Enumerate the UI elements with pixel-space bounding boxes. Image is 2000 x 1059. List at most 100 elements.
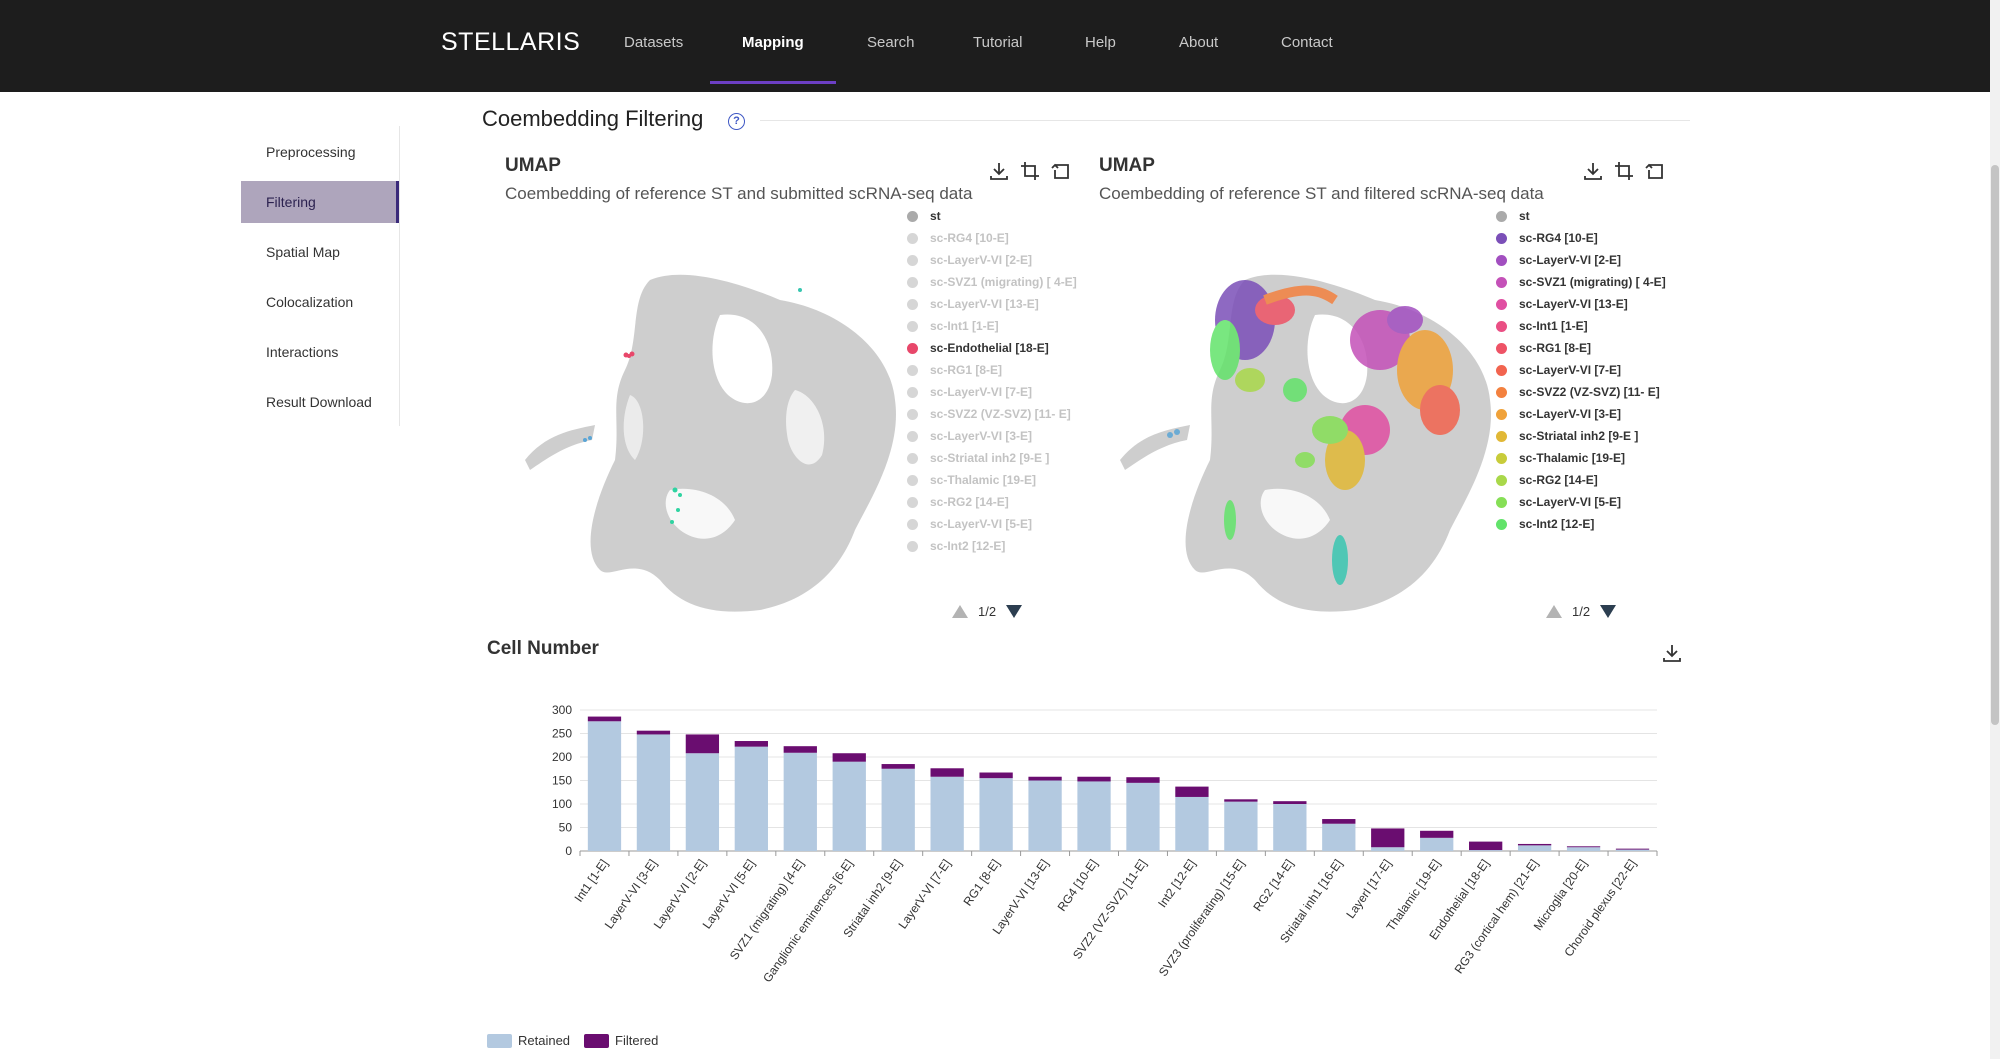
- brand-logo[interactable]: STELLARIS: [441, 28, 581, 56]
- legend-item[interactable]: sc-Striatal inh2 [9-E ]: [907, 452, 1087, 464]
- bar-retained[interactable]: [1028, 780, 1062, 852]
- nav-tutorial[interactable]: Tutorial: [973, 34, 1023, 51]
- bar-retained[interactable]: [636, 734, 671, 851]
- legend-item[interactable]: sc-LayerV-VI [3-E]: [1496, 408, 1676, 420]
- bar-filtered[interactable]: [1077, 776, 1111, 782]
- sidebar-item-interactions[interactable]: Interactions: [266, 344, 339, 360]
- sidebar-item-spatial-map[interactable]: Spatial Map: [266, 244, 340, 260]
- legend-item[interactable]: sc-SVZ2 (VZ-SVZ) [11- E]: [1496, 386, 1676, 398]
- legend-item[interactable]: sc-LayerV-VI [7-E]: [1496, 364, 1676, 376]
- zoom-select-icon[interactable]: [1020, 161, 1040, 181]
- sidebar-item-filtering[interactable]: Filtering: [241, 181, 399, 223]
- legend-swatch-filtered[interactable]: [584, 1033, 610, 1048]
- sidebar-item-result-download[interactable]: Result Download: [266, 394, 372, 410]
- bar-filtered[interactable]: [1273, 801, 1307, 804]
- sidebar-item-preprocessing[interactable]: Preprocessing: [266, 144, 356, 160]
- legend-item[interactable]: st: [1496, 210, 1676, 222]
- legend-item[interactable]: sc-SVZ1 (migrating) [ 4-E]: [907, 276, 1087, 288]
- bar-retained[interactable]: [1566, 847, 1601, 851]
- page-down-icon[interactable]: [1006, 605, 1023, 618]
- page-up-icon[interactable]: [1546, 605, 1562, 618]
- bar-retained[interactable]: [979, 778, 1013, 851]
- download-icon[interactable]: [1583, 161, 1603, 181]
- bar-retained[interactable]: [1615, 849, 1650, 851]
- download-icon[interactable]: [989, 161, 1009, 181]
- legend-item[interactable]: st: [907, 210, 1087, 222]
- legend-item[interactable]: sc-SVZ1 (migrating) [ 4-E]: [1496, 276, 1676, 288]
- bar-filtered[interactable]: [587, 716, 622, 722]
- bar-filtered[interactable]: [1126, 777, 1160, 783]
- scrollbar-thumb[interactable]: [1991, 165, 1999, 725]
- legend-swatch-retained[interactable]: [487, 1033, 512, 1048]
- umap-right-scatter[interactable]: [1105, 260, 1505, 620]
- bar-retained[interactable]: [734, 746, 768, 851]
- bar-filtered[interactable]: [734, 741, 768, 747]
- download-icon[interactable]: [1662, 643, 1682, 663]
- legend-item[interactable]: sc-RG1 [8-E]: [907, 364, 1087, 376]
- legend-item[interactable]: sc-LayerV-VI [3-E]: [907, 430, 1087, 442]
- legend-item[interactable]: sc-RG2 [14-E]: [1496, 474, 1676, 486]
- umap-left-scatter[interactable]: [510, 260, 910, 620]
- bar-filtered[interactable]: [1371, 828, 1405, 848]
- bar-filtered[interactable]: [636, 730, 671, 735]
- bar-filtered[interactable]: [1566, 846, 1601, 848]
- sidebar-item-colocalization[interactable]: Colocalization: [266, 294, 354, 310]
- nav-contact[interactable]: Contact: [1281, 34, 1333, 51]
- bar-retained[interactable]: [1322, 823, 1356, 851]
- legend-item[interactable]: sc-Int2 [12-E]: [1496, 518, 1676, 530]
- legend-item[interactable]: sc-Thalamic [19-E]: [907, 474, 1087, 486]
- bar-filtered[interactable]: [783, 746, 817, 753]
- help-icon[interactable]: ?: [728, 113, 745, 130]
- bar-retained[interactable]: [1126, 782, 1160, 851]
- bar-retained[interactable]: [832, 761, 866, 851]
- bar-filtered[interactable]: [832, 753, 866, 762]
- legend-item[interactable]: sc-LayerV-VI [13-E]: [907, 298, 1087, 310]
- nav-about[interactable]: About: [1179, 34, 1219, 51]
- bar-retained[interactable]: [1469, 850, 1503, 851]
- legend-item[interactable]: sc-Int2 [12-E]: [907, 540, 1087, 552]
- bar-retained[interactable]: [685, 753, 720, 851]
- page-down-icon[interactable]: [1600, 605, 1617, 618]
- bar-filtered[interactable]: [881, 764, 915, 769]
- bar-retained[interactable]: [1371, 847, 1405, 851]
- legend-item[interactable]: sc-RG4 [10-E]: [907, 232, 1087, 244]
- legend-item[interactable]: sc-LayerV-VI [5-E]: [1496, 496, 1676, 508]
- bar-filtered[interactable]: [1615, 848, 1650, 850]
- legend-item[interactable]: sc-Int1 [1-E]: [907, 320, 1087, 332]
- legend-item[interactable]: sc-RG1 [8-E]: [1496, 342, 1676, 354]
- bar-filtered[interactable]: [1175, 786, 1209, 797]
- legend-item[interactable]: sc-LayerV-VI [13-E]: [1496, 298, 1676, 310]
- legend-item[interactable]: sc-RG4 [10-E]: [1496, 232, 1676, 244]
- bar-filtered[interactable]: [979, 772, 1013, 779]
- bar-retained[interactable]: [1175, 796, 1209, 851]
- legend-item[interactable]: sc-SVZ2 (VZ-SVZ) [11- E]: [907, 408, 1087, 420]
- bar-retained[interactable]: [1224, 801, 1258, 851]
- page-scrollbar[interactable]: [1990, 0, 2000, 1059]
- zoom-select-icon[interactable]: [1614, 161, 1634, 181]
- bar-filtered[interactable]: [1028, 776, 1062, 781]
- bar-retained[interactable]: [587, 721, 622, 851]
- legend-item[interactable]: sc-Thalamic [19-E]: [1496, 452, 1676, 464]
- bar-retained[interactable]: [1420, 837, 1454, 851]
- bar-filtered[interactable]: [1469, 841, 1503, 851]
- bar-filtered[interactable]: [1322, 819, 1356, 824]
- bar-retained[interactable]: [783, 752, 817, 851]
- bar-retained[interactable]: [1273, 804, 1307, 851]
- legend-item[interactable]: sc-RG2 [14-E]: [907, 496, 1087, 508]
- nav-search[interactable]: Search: [867, 34, 915, 51]
- legend-item[interactable]: sc-LayerV-VI [7-E]: [907, 386, 1087, 398]
- legend-item[interactable]: sc-Endothelial [18-E]: [907, 342, 1087, 354]
- nav-help[interactable]: Help: [1085, 34, 1116, 51]
- bar-filtered[interactable]: [1517, 843, 1552, 846]
- bar-retained[interactable]: [930, 776, 964, 851]
- bar-filtered[interactable]: [1224, 799, 1258, 802]
- bar-filtered[interactable]: [685, 734, 720, 754]
- nav-mapping[interactable]: Mapping: [742, 34, 804, 51]
- page-up-icon[interactable]: [952, 605, 968, 618]
- legend-item[interactable]: sc-Striatal inh2 [9-E ]: [1496, 430, 1676, 442]
- nav-datasets[interactable]: Datasets: [624, 34, 684, 51]
- bar-retained[interactable]: [881, 768, 915, 851]
- bar-retained[interactable]: [1077, 781, 1111, 851]
- legend-item[interactable]: sc-LayerV-VI [2-E]: [907, 254, 1087, 266]
- bar-retained[interactable]: [1517, 845, 1552, 851]
